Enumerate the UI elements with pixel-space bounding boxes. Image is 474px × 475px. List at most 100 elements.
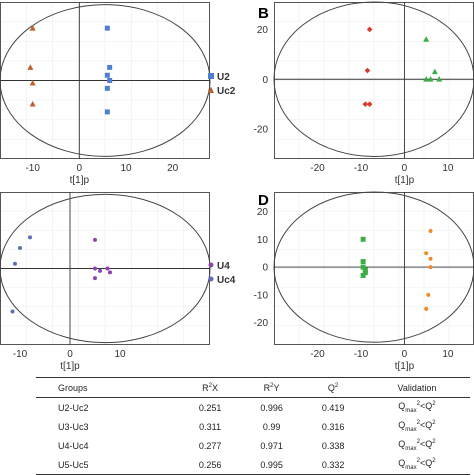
legend-marker	[208, 276, 214, 282]
x-tick-label: 0	[77, 163, 83, 174]
data-point	[423, 76, 430, 82]
x-tick-label: -10	[354, 349, 369, 360]
data-point	[107, 78, 113, 83]
header-q2: Q2	[302, 377, 364, 398]
cell-validation: Qmax2<Q2	[363, 455, 470, 475]
data-point	[364, 67, 371, 74]
table-row: U2-Uc2 0.251 0.996 0.419 Qmax2<Q2	[36, 398, 470, 418]
x-tick-label: -10	[13, 349, 28, 360]
legend-marker	[208, 262, 214, 268]
data-point	[362, 270, 368, 276]
header-groups: Groups	[36, 377, 180, 398]
x-axis-label: t[1]p	[60, 361, 80, 372]
legend-label: U4	[217, 261, 230, 272]
data-point	[366, 26, 373, 33]
x-tick-label: 0	[67, 349, 73, 360]
hotelling-ellipse	[273, 1, 474, 157]
y-tick-label: 0	[262, 263, 268, 274]
data-point	[29, 100, 36, 107]
data-point	[426, 292, 431, 297]
legend-label: Uc2	[217, 86, 236, 97]
cell-q2: 0.316	[321, 421, 345, 432]
x-axis-label: t[1]p	[395, 361, 415, 372]
data-point	[362, 267, 368, 273]
cell-r2y: 0.996	[260, 402, 283, 413]
data-point	[424, 306, 429, 311]
data-point	[427, 76, 434, 82]
x-tick-label: -10	[25, 163, 40, 174]
x-tick-label: 10	[442, 349, 454, 360]
hotelling-ellipse	[0, 193, 211, 344]
cell-q2: 0.419	[321, 402, 345, 413]
data-point	[436, 76, 443, 82]
y-tick-label: 0	[262, 75, 268, 86]
table-header-row: Groups R2X R2Y Q2 Validation	[36, 377, 470, 398]
x-tick-label: -10	[354, 163, 369, 174]
data-point	[108, 270, 112, 275]
y-tick-label: -20	[254, 318, 269, 329]
x-tick-label: 10	[120, 163, 132, 174]
cell-validation: Qmax2<Q2	[398, 439, 436, 452]
data-point	[428, 265, 433, 270]
data-point	[423, 36, 430, 42]
cell-r2x: 0.277	[198, 440, 222, 451]
x-axis-label: t[1]p	[70, 175, 90, 186]
data-point	[105, 266, 110, 271]
cell-r2y: 0.971	[260, 440, 283, 451]
y-tick-label: 20	[257, 25, 269, 36]
data-point	[366, 101, 373, 107]
cell-group: U5-Uc5	[36, 455, 180, 475]
header-r2y: R2Y	[240, 377, 303, 398]
legend-marker	[208, 86, 214, 93]
data-point	[104, 72, 110, 78]
table-row: U4-Uc4 0.277 0.971 0.338 Qmax2<Q2	[36, 436, 470, 455]
results-table: Groups R2X R2Y Q2 Validation U2-Uc2 0.25…	[36, 377, 470, 475]
data-point	[360, 264, 366, 270]
x-tick-label: 10	[114, 349, 126, 360]
header-validation: Validation	[363, 377, 470, 398]
cell-r2y: 0.99	[262, 421, 281, 432]
legend-label: Uc4	[217, 275, 236, 286]
x-tick-label: -20	[310, 163, 325, 174]
cell-r2x: 0.311	[199, 421, 222, 432]
panel-letter: D	[258, 192, 269, 209]
scatter-panel-3: -10 0 10 t[1]p U4 Uc4	[0, 192, 236, 372]
cell-q2: 0.332	[302, 455, 364, 475]
data-point	[104, 109, 110, 115]
data-point	[360, 272, 366, 278]
x-axis-label: t[1]p	[395, 175, 415, 186]
x-tick-label: 0	[402, 349, 408, 360]
data-point	[29, 24, 36, 31]
cell-q2: 0.338	[321, 440, 345, 451]
data-point	[428, 228, 433, 233]
x-tick-label: 10	[442, 163, 454, 174]
cell-r2x: 0.251	[198, 402, 222, 413]
data-point	[10, 309, 15, 314]
cell-validation: Qmax2<Q2	[398, 420, 436, 433]
panel-letter: B	[258, 5, 269, 22]
y-tick-label: 20	[257, 207, 269, 218]
cell-group: U2-Uc2	[58, 402, 89, 413]
data-point	[93, 276, 97, 281]
data-point	[27, 64, 34, 70]
x-tick-label: -20	[310, 349, 325, 360]
data-point	[93, 266, 97, 271]
y-tick-label: -20	[254, 125, 269, 136]
cell-group: U4-Uc4	[58, 440, 89, 451]
data-point	[360, 259, 366, 265]
data-point	[107, 64, 113, 70]
data-point	[431, 68, 438, 75]
legend-label: U2	[217, 72, 230, 83]
y-tick-label: -10	[254, 290, 269, 301]
data-point	[28, 235, 32, 240]
data-point	[360, 236, 366, 242]
hotelling-ellipse	[0, 4, 211, 157]
data-point	[29, 79, 36, 86]
table-row: U5-Uc5 0.256 0.995 0.332 Qmax2<Q2	[36, 455, 470, 475]
data-point	[18, 245, 22, 250]
x-tick-label: 20	[167, 163, 179, 174]
data-point	[93, 237, 97, 242]
